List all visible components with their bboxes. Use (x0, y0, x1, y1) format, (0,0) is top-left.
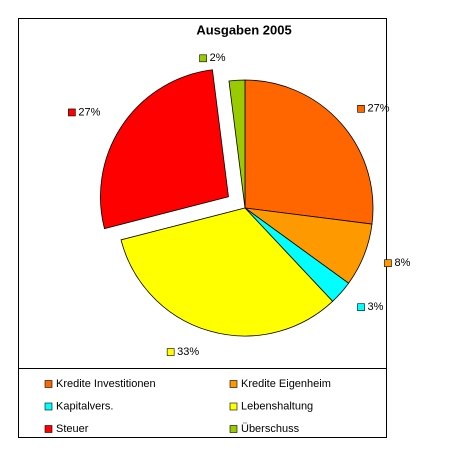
legend-marker (229, 402, 238, 411)
legend-label: Steuer (56, 423, 89, 435)
label-marker (199, 54, 207, 63)
label-marker (384, 259, 392, 268)
data-label: 27% (78, 106, 100, 118)
chart-title: Ausgaben 2005 (196, 22, 291, 37)
label-marker (357, 303, 365, 311)
data-label: 3% (368, 301, 384, 313)
legend-marker (229, 425, 238, 433)
pie-slice (120, 207, 334, 337)
legend-marker (229, 380, 238, 388)
pie-slice (244, 79, 374, 225)
label-marker (166, 348, 175, 356)
data-label: 33% (177, 346, 199, 358)
legend-marker (44, 380, 53, 388)
pie-slice (228, 79, 246, 209)
data-label: 27% (368, 103, 390, 115)
legend-label: Kredite Eigenheim (241, 378, 331, 390)
legend-label: Lebenshaltung (241, 400, 313, 412)
legend-label: Überschuss (241, 423, 300, 435)
data-label: 8% (394, 257, 410, 269)
legend-label: Kapitalvers. (56, 400, 113, 412)
legend-marker (44, 402, 53, 411)
pie-slice (100, 69, 229, 230)
legend-marker (44, 425, 53, 433)
label-marker (357, 105, 365, 113)
data-label: 2% (210, 52, 226, 64)
legend-label: Kredite Investitionen (56, 378, 156, 390)
label-marker (68, 108, 76, 117)
